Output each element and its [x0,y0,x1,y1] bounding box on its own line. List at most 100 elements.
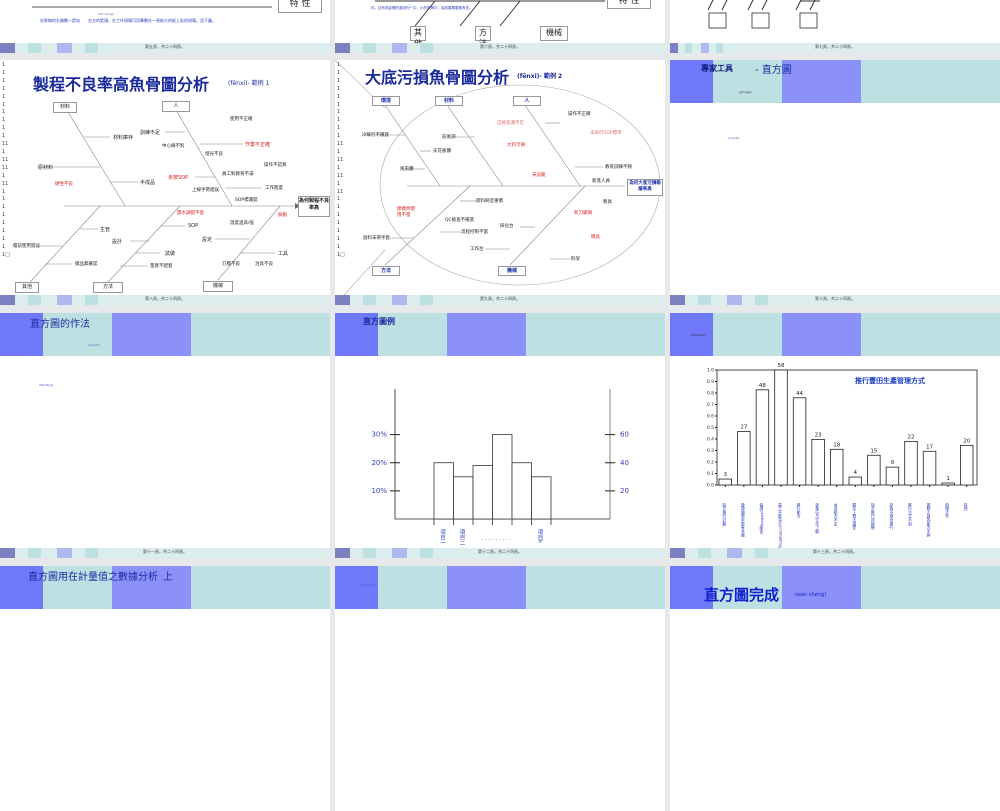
cause-label: 振動 [278,213,287,218]
cause-label: 工具 [278,251,289,257]
category-label: 項目一 [439,529,446,546]
fishbone-spine [32,6,272,8]
slide-thumbnail-10[interactable]: 專家工具 - 直方圖 (gōngjù) (niúpái) 第十頁，共二十四頁。 [670,60,1000,305]
cause-label: 前後調 [442,135,456,140]
effect-box: 為何製程不良率高 [298,196,330,217]
slide-title: 直方圖的作法 [30,319,90,330]
cause-label: 未執行SOP標準 [590,131,622,136]
slide-thumbnail-12[interactable]: 直方圖例 10% 20 20% 40 30% 60 項目一 項目二 項目k ．．．．．．．．． … [335,313,665,558]
bar [737,431,751,486]
slide-header-band [670,60,1000,103]
category-label: 項目k [537,529,544,544]
category-label: 本身能力不足 [833,502,839,526]
slide-footer: 第七頁，共二十四頁。 [670,43,1000,53]
feature-box: 特 性 [607,0,651,9]
cause-label: 樣品無確認 [75,262,98,267]
cause-label: 刀模不良 [222,262,240,267]
cause-label: 新刀變損 [574,211,592,216]
cause-label: 冷暖行不徹底 [362,133,389,138]
title-suffix: (fēnxi)- 範例 2 [517,73,563,80]
bar [922,450,937,486]
line-numbers: 1 1 1 1 1 1 1 1 1 1 11 1 11 11 1 11 1 1 … [2,62,10,258]
slide-thumbnail-16[interactable]: 直方圖完成 (wán chéng) [670,566,1000,811]
cause-label: 流程控制不當 [461,230,488,235]
bar-value-label: 3 [724,472,728,478]
cause-label: 操作不正確 [568,112,591,117]
category-box-machine: 機械 [540,26,568,41]
pinyin: (niúpái) [728,136,740,140]
slide-header-band [335,313,665,356]
histogram-bar [453,476,474,520]
slide-thumbnail-14[interactable]: 直方圖用在計量值之數據分析 上 [0,566,330,811]
cause-label: 未追蹤 [532,173,546,178]
body-text: 件，且有其影響的原因列一中，小的魚骨中，為該果屬要素有言。 [371,6,473,10]
category-box: 人 [513,96,541,106]
y-tick-label: 0.2 [707,460,714,466]
category-label: 其他 [963,503,969,511]
cause-label: 製具 [603,200,612,205]
cause-label: 材料庫存 [113,135,134,141]
cause-label: 天花板髒 [433,149,451,154]
slide-thumbnail-6[interactable]: 特 性 件，且有其影響的原因列一中，小的魚骨中，為該果屬要素有言。 其他 方法 … [335,0,665,53]
category-label: 時間太忙 [945,502,951,518]
bar-value-label: 1 [946,476,950,482]
slide-thumbnail-15[interactable]: (shēnxiān) [335,566,665,811]
right-tick-label: 60 [620,431,629,439]
cause-label: 半成品 [140,180,156,186]
page-number: 第六頁，共二十四頁。 [480,44,520,49]
category-box-other: 其他 [410,26,426,48]
histogram-bar [472,465,493,520]
cause-label: 擦模劑使用不當 [397,207,415,218]
pinyin: (wán chéng) [795,592,827,598]
pinyin: (tǔzhēng) [691,333,706,337]
cause-label: 未按SOP [168,175,189,181]
y-tick-label: 0.5 [707,425,714,431]
fishbone-lines [375,0,605,27]
effect-box: 為何大底污損報廢率高 [627,179,663,196]
cause-label: 放料未帶手套 [363,236,390,241]
bar [792,397,807,486]
bar [774,369,788,486]
slide-thumbnail-11[interactable]: 直方圖的作法 (zuò fǎ) (fāshēng) 第十一頁，共二十四頁。 [0,313,330,558]
bar [904,440,918,486]
slide-footer: 第九頁，共二十四頁。 [335,295,665,305]
bar-value-label: 17 [926,444,933,450]
page-number: 第十三頁，共二十四頁。 [813,549,857,554]
bar-value-label: 27 [740,424,747,430]
cause-label: 生管 [100,227,111,233]
bar [960,444,974,486]
bar-value-label: 23 [815,432,822,438]
cause-label: 膠料刷塗重擦 [476,199,503,204]
cause-label: 自檢意識不足 [497,121,524,126]
left-tick-label: 20% [371,459,387,467]
bar-value-label: 58 [778,363,785,369]
cause-label: 硬性不良 [55,182,73,187]
bar [867,454,881,486]
slide-thumbnail-7[interactable]: 第七頁，共二十四頁。 [670,0,1000,53]
bar [755,389,770,486]
feature-box: 特 性 [278,0,322,13]
left-tick-label: 10% [371,487,387,495]
slide-footer: 第十頁，共二十四頁。 [670,295,1000,305]
cause-label: 中心線不對 [162,144,185,149]
slide-thumbnail-13[interactable]: (tǔzhēng) 0.0 0.1 0.2 0.3 0.4 0.5 0.6 0.7 0.8 0.9… [670,313,1000,558]
right-tick-label: 40 [620,459,629,467]
slide-thumbnail-5[interactable]: 特 性 (shì xiàng) 在幹線的右端劃一箭向 右方的箭頭，在工作現場可用… [0,0,330,53]
y-tick-label: 0.7 [707,402,714,408]
page-number: 第十二頁，共二十四頁。 [478,549,522,554]
toyota-bar-chart: 0.0 0.1 0.2 0.3 0.4 0.5 0.6 0.7 0.8 0.9 1.0 推行豐田生產管… [707,363,978,555]
slide-thumbnail-9[interactable]: 1 1 1 1 1 1 1 1 1 1 11 1 11 1 11 1 11 1 … [335,60,665,305]
line-numbers: 1 1 1 1 1 1 1 1 1 1 11 1 11 1 11 1 11 1 … [337,62,345,258]
page-number: 第九頁，共二十四頁。 [480,296,520,301]
slide-thumbnail-8[interactable]: 1 1 1 1 1 1 1 1 1 1 11 1 11 11 1 11 1 1 … [0,60,330,305]
cause-label: 研化台 [500,224,514,229]
slide-footer: 第八頁，共二十四頁。 [0,295,330,305]
category-label: 缺乏推行計劃 [722,502,728,526]
bar [848,476,862,486]
pinyin: (fāshēng) [39,383,54,387]
category-label: 推動人員的能力不夠 [926,502,932,537]
histogram-bar [531,476,552,520]
category-label: 對推行方式不了解 [815,502,821,534]
category-label: 缺乏推行的經驗 [870,502,876,530]
cause-label: 設計 [112,239,123,245]
